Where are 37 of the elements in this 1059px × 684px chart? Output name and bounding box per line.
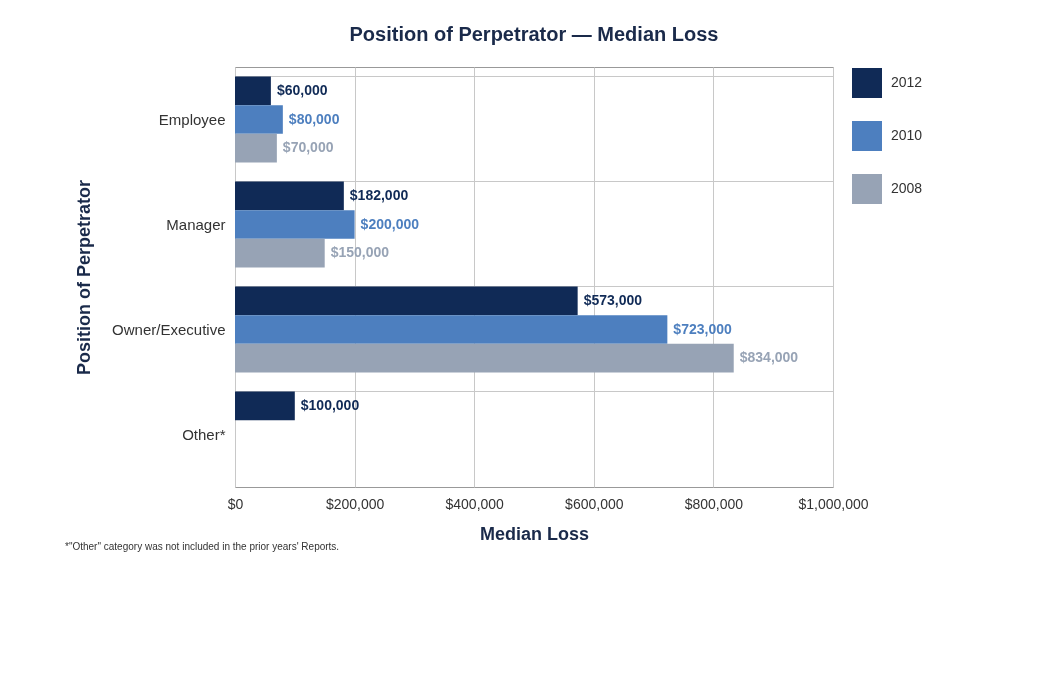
data-label: $834,000 [739,349,799,366]
data-label: $100,000 [300,396,360,413]
chart-title: Position of Perpetrator — Median Loss [349,23,719,45]
x-tick-label: $600,000 [565,495,624,512]
x-axis-title: Median Loss [479,523,590,544]
x-tick-label: $400,000 [445,495,505,512]
x-tick-label: $1,000,000 [798,495,869,512]
text: *"Other" category was not included in the prior years' Reports. [65,541,340,552]
bar [235,286,578,316]
data-label: $60,000 [276,81,328,98]
data-label: $723,000 [673,320,732,337]
bar [235,238,325,268]
data-label: $150,000 [330,244,390,261]
y-tick-label: Employee [158,110,226,128]
x-tick-label: $200,000 [325,495,385,512]
data-label: $182,000 [349,186,409,203]
bar [235,105,283,134]
legend-label: 2012 [891,74,923,90]
data-label: $573,000 [583,291,643,308]
bar [235,210,355,239]
y-tick-label: Manager [166,215,226,233]
data-label: $80,000 [288,110,340,127]
y-axis-title: Position of Perpetrator [74,179,95,376]
bar [235,76,271,106]
bar [235,391,295,421]
data-label: $70,000 [282,139,334,156]
data-label: $200,000 [360,215,420,232]
legend-label: 2008 [891,180,923,196]
bar [235,315,668,344]
legend-label: 2010 [891,127,923,143]
x-tick-label: $0 [227,495,244,512]
y-tick-label: Owner/Executive [112,320,226,338]
bar [235,133,277,163]
bar [235,343,734,373]
bar [235,181,344,211]
y-tick-label: Other* [182,425,226,443]
x-tick-label: $800,000 [684,495,744,512]
